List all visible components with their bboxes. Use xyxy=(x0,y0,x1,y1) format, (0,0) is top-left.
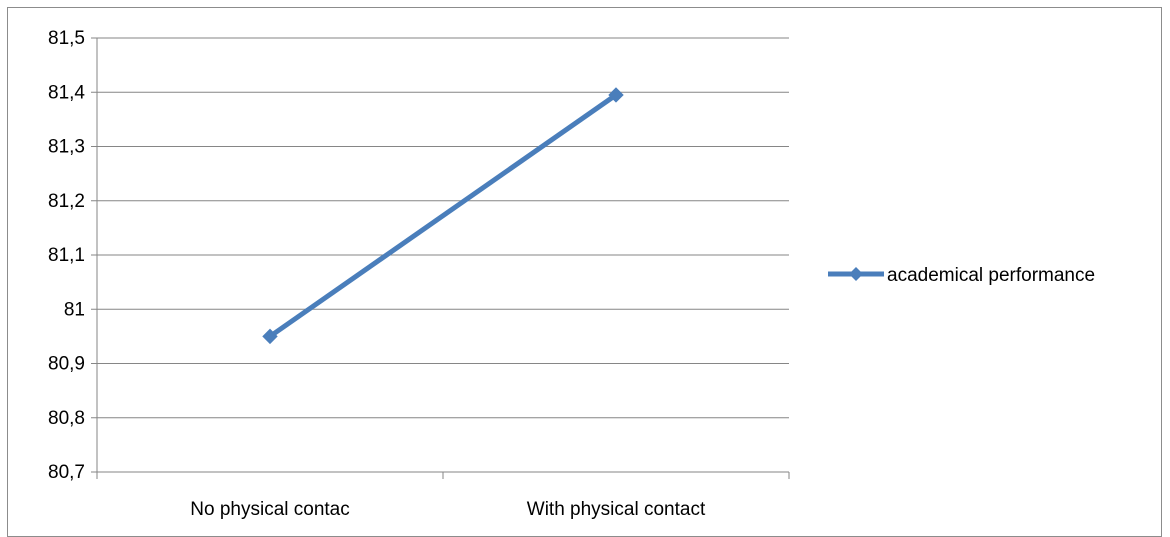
gridlines xyxy=(91,37,789,473)
y-tick-label: 81,3 xyxy=(48,137,85,158)
y-tick-label: 81,5 xyxy=(48,28,85,49)
x-tick-label: With physical contact xyxy=(527,499,706,520)
series-group xyxy=(262,87,624,345)
legend: academical performance xyxy=(828,265,1095,286)
data-point-marker xyxy=(262,328,278,345)
legend-marker-swatch xyxy=(849,267,863,281)
y-tick-label: 81 xyxy=(64,299,85,320)
axes xyxy=(96,38,790,479)
y-tick-label: 80,7 xyxy=(48,462,85,483)
y-tick-label: 80,9 xyxy=(48,354,85,375)
x-tick-labels: No physical contac With physical contact xyxy=(190,499,706,520)
y-tick-label: 80,8 xyxy=(48,408,85,429)
x-tick-label: No physical contac xyxy=(190,499,349,520)
y-tick-label: 81,1 xyxy=(48,245,85,266)
y-tick-label: 81,2 xyxy=(48,191,85,212)
chart-frame xyxy=(7,7,1162,537)
y-tick-labels: 81,5 81,4 81,3 81,2 81,1 81 80,9 80,8 80,7 xyxy=(48,28,85,483)
series-line xyxy=(268,92,618,339)
legend-label: academical performance xyxy=(887,265,1095,286)
data-point-marker xyxy=(608,87,624,103)
y-tick-label: 81,4 xyxy=(48,82,85,103)
